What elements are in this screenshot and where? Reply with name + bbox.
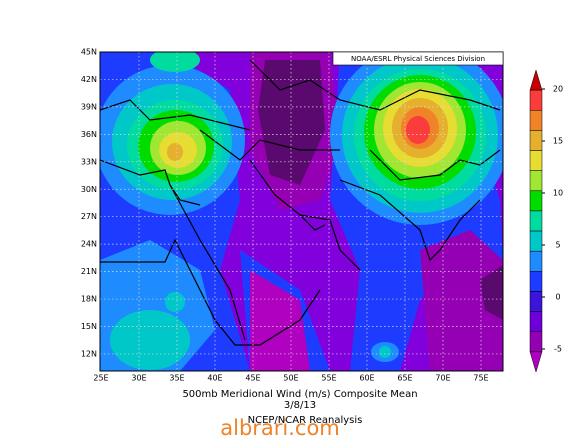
lon-label: 65E: [397, 374, 412, 383]
lat-label: 21N: [81, 267, 97, 276]
credit-box: [332, 51, 504, 66]
lon-label: 70E: [435, 374, 450, 383]
lon-label: 30E: [131, 374, 146, 383]
lat-label: 39N: [81, 102, 97, 111]
colorbar-label: 5: [555, 241, 560, 250]
colorbar-band: [529, 230, 543, 252]
colorbar-band: [529, 250, 543, 272]
lat-label: 42N: [81, 75, 97, 84]
colorbar: 20 15 10 5 0 -5: [529, 69, 563, 373]
colorbar-band: [529, 190, 543, 212]
lat-label: 15N: [81, 322, 97, 331]
colorbar-band: [529, 291, 543, 312]
watermark: albrari.com: [220, 416, 340, 437]
colorbar-label: -5: [554, 345, 562, 354]
colorbar-band: [529, 351, 543, 373]
colorbar-label: 15: [553, 137, 563, 146]
lat-label: 12N: [81, 349, 97, 358]
source: NCEP/NCAR Reanalysis: [248, 415, 363, 426]
map-field: [100, 52, 503, 371]
lat-label: 45N: [81, 48, 97, 57]
colorbar-band: [529, 331, 543, 353]
colorbar-band: [529, 89, 543, 111]
colorbar-band: [529, 69, 543, 91]
colorbar-band: [529, 311, 543, 332]
lon-label: 35E: [169, 374, 184, 383]
graticule: [100, 52, 503, 371]
lat-label: 33N: [81, 157, 97, 166]
colorbar-label: 0: [555, 293, 560, 302]
lon-label: 50E: [283, 374, 298, 383]
lon-label: 60E: [359, 374, 374, 383]
lat-label: 18N: [81, 295, 97, 304]
colorbar-band: [529, 210, 543, 232]
colorbar-band: [529, 110, 543, 131]
lat-label: 30N: [81, 185, 97, 194]
lon-label: 40E: [207, 374, 222, 383]
credit: NOAA/ESRL Physical Sciences Division: [351, 55, 485, 63]
map-frame: [99, 51, 504, 372]
title: 500mb Meridional Wind (m/s) Composite Me…: [182, 389, 417, 400]
date: 3/8/13: [284, 400, 316, 411]
colorbar-band: [529, 271, 543, 292]
lat-label: 27N: [81, 212, 97, 221]
lon-label: 55E: [321, 374, 336, 383]
lon-label: 45E: [245, 374, 260, 383]
lon-label: 75E: [473, 374, 488, 383]
colorbar-band: [529, 170, 543, 192]
lon-label: 25E: [93, 374, 108, 383]
lat-label: 36N: [81, 130, 97, 139]
lat-label: 24N: [81, 240, 97, 249]
colorbar-label: 20: [553, 85, 563, 94]
colorbar-label: 10: [553, 189, 563, 198]
colorbar-band: [529, 150, 543, 171]
colorbar-band: [529, 130, 543, 151]
